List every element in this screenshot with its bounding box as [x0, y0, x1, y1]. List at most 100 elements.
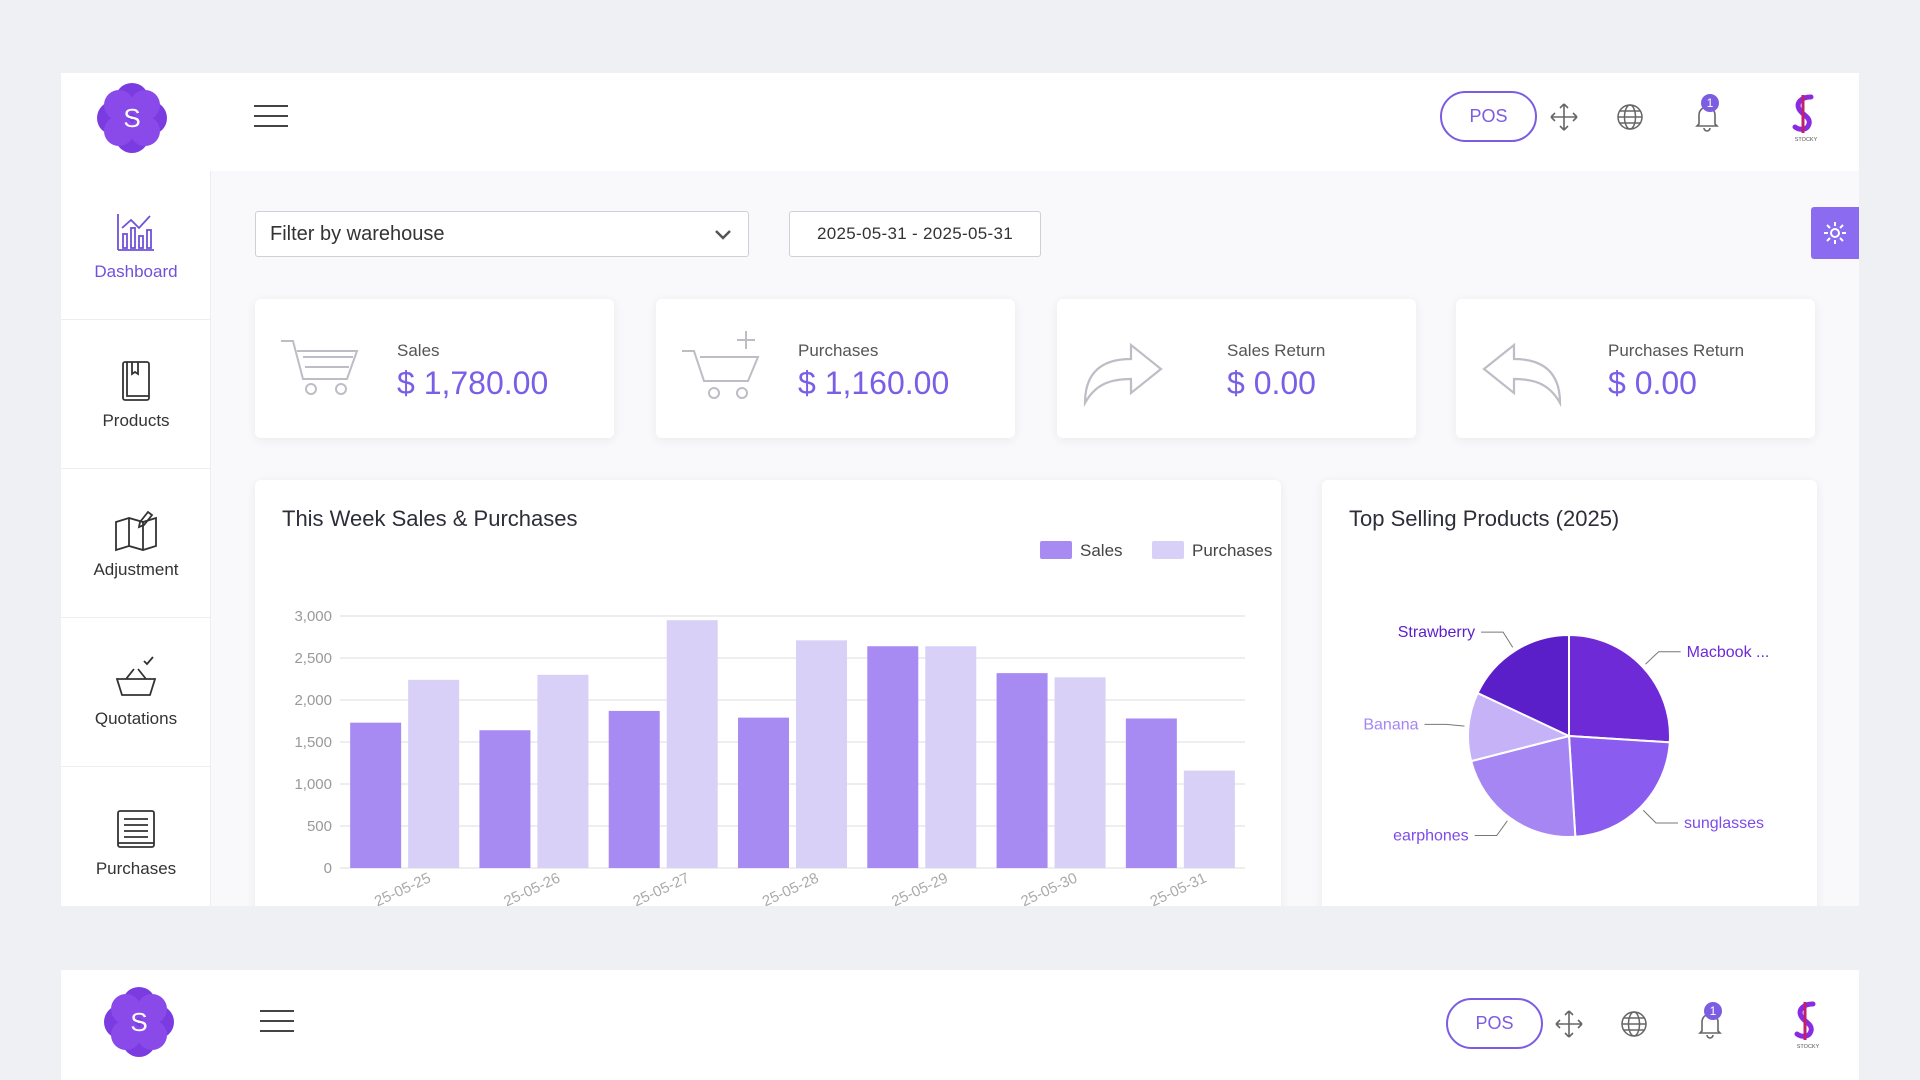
pie-slice-strawberry	[1476, 633, 1570, 738]
stat-card-title: Purchases Return	[1608, 341, 1745, 360]
notification-badge: 1	[1704, 1002, 1722, 1020]
legend-label: Purchases	[1192, 541, 1272, 560]
pie-label: sunglasses	[1684, 815, 1764, 832]
y-tick-label: 1,000	[294, 776, 332, 793]
bar-sales-25-05-28	[738, 717, 789, 868]
fullscreen-icon[interactable]	[1548, 101, 1580, 133]
sidebar: Dashboard Products Adjustment Quotations…	[61, 171, 211, 906]
stat-card-sales: Sales $ 1,780.00	[255, 299, 614, 438]
logo-icon[interactable]: S	[92, 78, 172, 158]
menu-toggle-icon[interactable]	[260, 1010, 294, 1038]
top-products-pie-chart: Macbook ... sunglasses earphones Banana Stra…	[1363, 624, 1770, 845]
pie-leader-line	[1642, 809, 1678, 824]
logo-icon[interactable]: S	[99, 982, 179, 1062]
pie-slice-earphones	[1469, 734, 1577, 838]
top-navbar: S POS 1 STOCKY	[61, 73, 1859, 171]
bar-purchases-25-05-27	[666, 620, 718, 868]
legend-swatch	[1040, 541, 1072, 559]
pie-slice-banana	[1467, 691, 1572, 763]
arrow-forward-icon	[1083, 342, 1163, 407]
menu-toggle-icon[interactable]	[254, 105, 288, 133]
pie-leader-line	[1645, 651, 1681, 665]
y-tick-label: 2,500	[294, 650, 332, 667]
sidebar-item-dashboard[interactable]: Dashboard	[61, 171, 211, 320]
globe-icon[interactable]	[1618, 1008, 1650, 1040]
legend-label: Sales	[1080, 541, 1123, 560]
x-tick-label: 25-05-29	[889, 870, 951, 906]
sidebar-item-products[interactable]: Products	[61, 320, 211, 469]
logo-letter: S	[123, 103, 140, 133]
bar-purchases-25-05-29	[925, 646, 977, 868]
pie-slice-macbook	[1568, 633, 1671, 744]
bar-purchases-25-05-26	[537, 674, 589, 868]
pie-leader-line	[1481, 631, 1514, 648]
app-window-secondary: S POS 1 STOCKY	[61, 970, 1859, 1080]
x-tick-label: 25-05-25	[372, 870, 434, 906]
pie-label: Strawberry	[1398, 624, 1475, 641]
map-edit-icon	[115, 510, 157, 552]
weekly-bar-chart: 0 500 1,000 1,500 2,000 2,500 3,000 25-05-25 25-…	[294, 541, 1272, 906]
pie-slice-sunglasses	[1567, 734, 1671, 838]
sidebar-item-label: Adjustment	[93, 560, 179, 579]
pie-leader-line	[1474, 820, 1508, 837]
warehouse-filter-select[interactable]: Filter by warehouse	[255, 211, 749, 257]
stat-card-value: $ 1,160.00	[798, 365, 950, 401]
y-tick-label: 3,000	[294, 608, 332, 625]
stat-card-title: Sales Return	[1227, 341, 1326, 360]
fullscreen-icon[interactable]	[1553, 1008, 1585, 1040]
pie-label: Banana	[1363, 716, 1418, 733]
stat-card-title: Sales	[397, 341, 440, 360]
pie-label: earphones	[1393, 828, 1469, 845]
y-tick-label: 500	[307, 818, 332, 835]
y-tick-label: 2,000	[294, 692, 332, 709]
stat-card-value: $ 0.00	[1608, 365, 1697, 401]
bar-sales-25-05-30	[996, 673, 1048, 868]
basket-check-icon	[115, 656, 157, 696]
dashboard-content: Filter by warehouse 2025-05-31 - 2025-05…	[211, 171, 1859, 906]
stat-card-value: $ 0.00	[1227, 365, 1316, 401]
pos-button[interactable]: POS	[1440, 91, 1537, 142]
top-products-card: Top Selling Products (2025) Macbook ... s…	[1322, 480, 1817, 906]
sidebar-item-label: Quotations	[94, 709, 178, 728]
x-tick-label: 25-05-27	[631, 870, 693, 906]
sidebar-item-adjustment[interactable]: Adjustment	[61, 469, 211, 618]
chart-title: This Week Sales & Purchases	[282, 506, 578, 531]
bar-sales-25-05-29	[867, 646, 919, 868]
sidebar-item-label: Purchases	[95, 858, 177, 878]
globe-icon[interactable]	[1614, 101, 1646, 133]
weekly-chart-card: This Week Sales & Purchases 0 500 1,000 1,5…	[255, 480, 1281, 906]
x-tick-label: 25-05-28	[760, 870, 822, 906]
pie-label: Macbook ...	[1687, 644, 1770, 661]
y-tick-label: 0	[324, 860, 332, 877]
bar-sales-25-05-27	[608, 710, 660, 868]
pos-button[interactable]: POS	[1446, 998, 1543, 1049]
book-icon	[122, 361, 150, 401]
y-tick-label: 1,500	[294, 734, 332, 751]
stat-card-purchases: Purchases $ 1,160.00	[656, 299, 1015, 438]
pie-leader-line	[1424, 723, 1465, 727]
stat-card-value: $ 1,780.00	[397, 365, 549, 401]
brand-text: STOCKY	[1795, 137, 1818, 143]
bar-purchases-25-05-25	[408, 679, 460, 868]
stat-card-sales-return: Sales Return $ 0.00	[1057, 299, 1416, 438]
user-avatar-icon[interactable]: STOCKY	[1783, 93, 1829, 143]
x-tick-label: 25-05-31	[1148, 870, 1210, 906]
bar-chart-icon	[117, 214, 154, 251]
receipt-icon	[117, 809, 155, 848]
stat-card-title: Purchases	[798, 341, 879, 360]
date-range-picker[interactable]: 2025-05-31 - 2025-05-31	[789, 211, 1041, 257]
x-tick-label: 25-05-30	[1018, 870, 1080, 906]
notification-badge: 1	[1701, 94, 1719, 112]
bar-sales-25-05-31	[1125, 718, 1177, 868]
user-avatar-icon[interactable]: STOCKY	[1785, 1000, 1831, 1050]
sidebar-item-label: Products	[102, 411, 170, 430]
bar-purchases-25-05-31	[1183, 770, 1235, 868]
sidebar-item-quotations[interactable]: Quotations	[61, 618, 211, 767]
bar-sales-25-05-26	[479, 730, 531, 868]
gear-icon	[1824, 222, 1846, 244]
customizer-button[interactable]	[1811, 207, 1859, 259]
cart-icon	[281, 340, 359, 395]
sidebar-item-label: Dashboard	[94, 262, 178, 281]
bar-purchases-25-05-30	[1054, 677, 1106, 868]
sidebar-item-purchases[interactable]: Purchases	[61, 767, 211, 906]
